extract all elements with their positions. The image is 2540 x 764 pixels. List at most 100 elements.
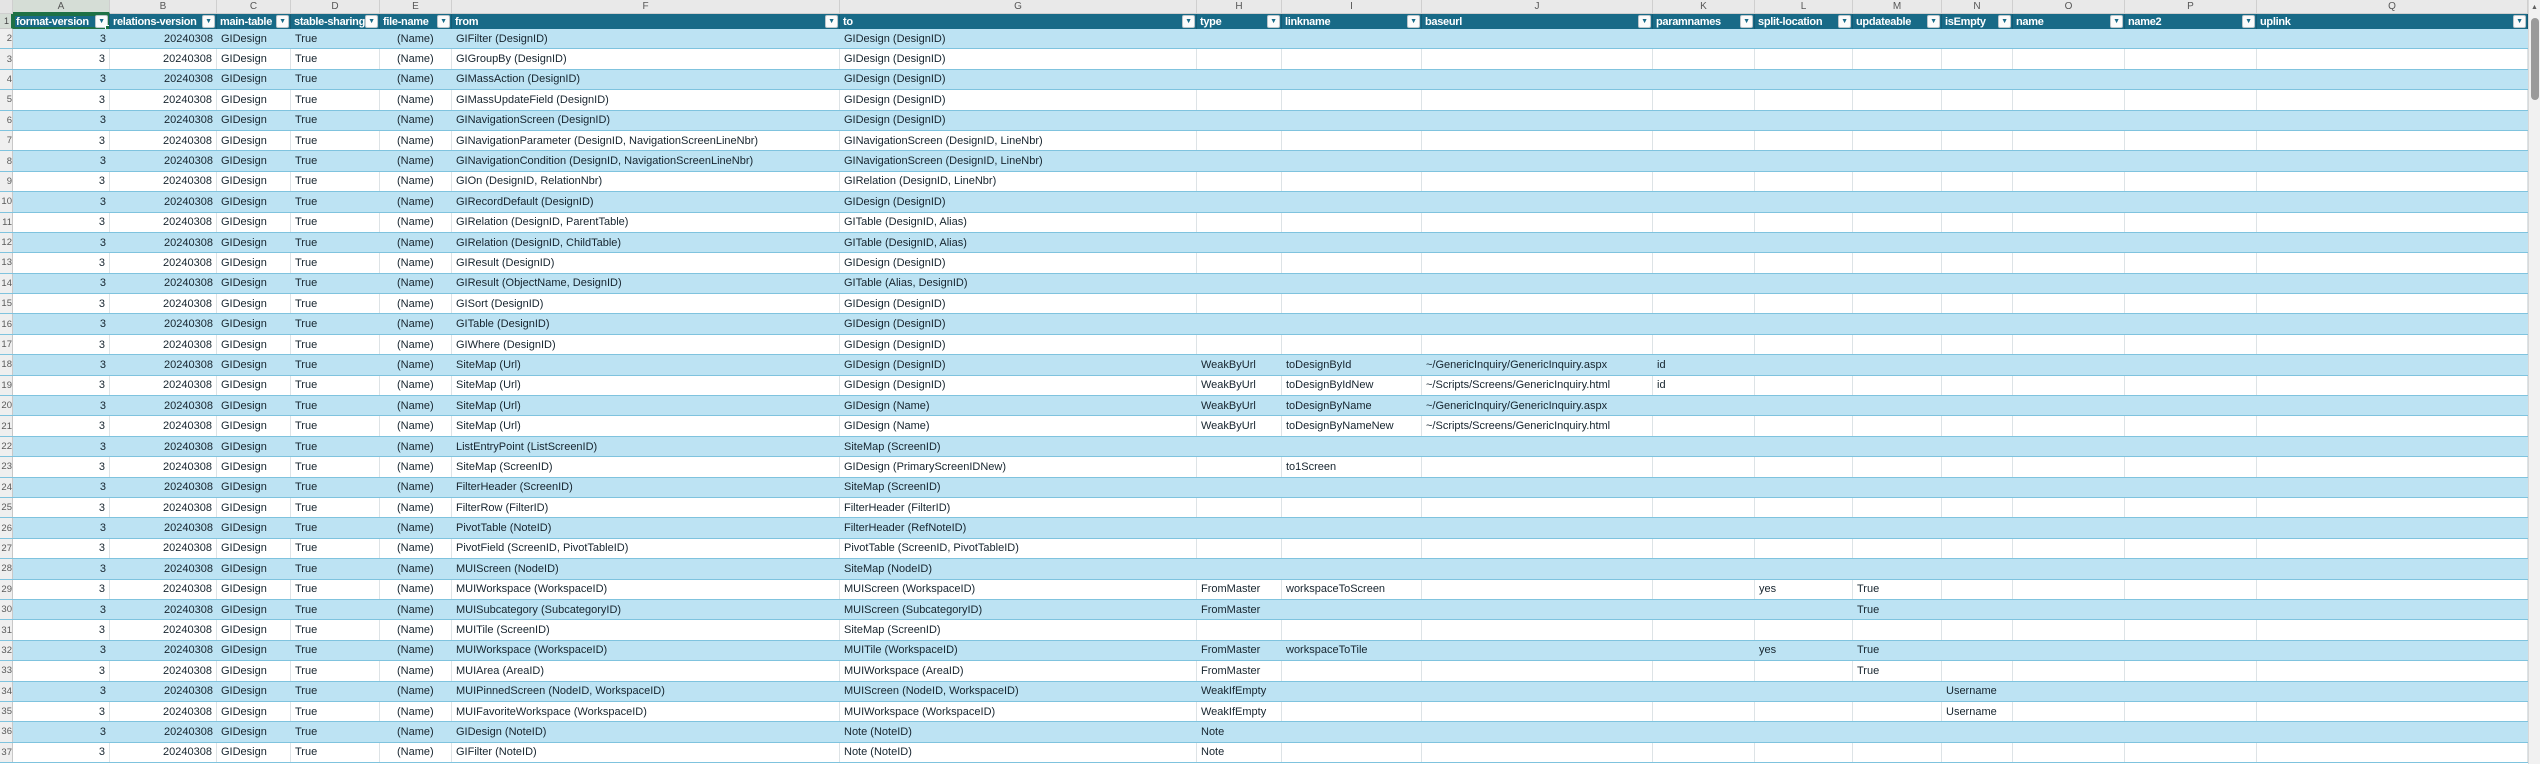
cell-stable-sharing[interactable]: True	[295, 562, 318, 575]
cell-relations-version[interactable]: 20240308	[164, 32, 213, 45]
cell-type[interactable]	[1197, 334, 1282, 355]
cell-name[interactable]	[2013, 538, 2125, 559]
cell-main-table[interactable]: GIDesign	[217, 457, 291, 477]
cell-format-version[interactable]: 3	[13, 49, 110, 69]
cell-uplink[interactable]	[2257, 111, 2528, 130]
cell-linkname[interactable]	[1282, 742, 1422, 763]
cell-uplink[interactable]	[2257, 130, 2528, 151]
cell-is-empty[interactable]	[1942, 171, 2013, 192]
cell-from[interactable]: SiteMap (Url)	[452, 375, 840, 396]
filter-header-from[interactable]: from ▼	[452, 14, 840, 29]
cell-name[interactable]	[2013, 253, 2125, 273]
cell-baseurl[interactable]	[1422, 559, 1653, 578]
cell-main-table[interactable]: GIDesign	[217, 212, 291, 232]
cell-name2[interactable]	[2125, 518, 2257, 537]
cell-linkname[interactable]: toDesignByName	[1286, 399, 1372, 412]
filter-dropdown-icon[interactable]: ▼	[2110, 15, 2123, 28]
cell-type[interactable]	[1197, 29, 1282, 48]
cell-name[interactable]	[2013, 233, 2125, 252]
cell-baseurl[interactable]: ~/Scripts/Screens/GenericInquiry.html	[1422, 416, 1653, 436]
cell-file-name[interactable]: (Name)	[397, 236, 434, 249]
cell-split-location[interactable]	[1755, 722, 1853, 741]
cell-file-name[interactable]: (Name)	[380, 742, 452, 763]
cell-main-table[interactable]: GIDesign	[217, 620, 291, 640]
cell-type[interactable]	[1197, 437, 1282, 456]
cell-from[interactable]: GIMassUpdateField (DesignID)	[452, 90, 840, 110]
filter-header-format-version[interactable]: format-version ▼	[13, 14, 110, 29]
cell-linkname[interactable]	[1282, 29, 1422, 48]
filter-header-split-location[interactable]: split-location ▼	[1755, 14, 1853, 29]
cell-linkname[interactable]	[1282, 518, 1422, 537]
cell-is-empty[interactable]	[1942, 90, 2013, 110]
cell-uplink[interactable]	[2257, 396, 2528, 415]
cell-from[interactable]: FilterHeader (ScreenID)	[456, 481, 573, 494]
cell-from[interactable]: GIResult (ObjectName, DesignID)	[456, 277, 622, 290]
column-header-G[interactable]: G	[840, 0, 1197, 14]
cell-from[interactable]: GIOn (DesignID, RelationNbr)	[452, 171, 840, 192]
cell-to[interactable]: MUIScreen (WorkspaceID)	[840, 579, 1197, 599]
cell-name2[interactable]	[2125, 416, 2257, 436]
cell-linkname[interactable]: toDesignByNameNew	[1282, 416, 1422, 436]
filter-dropdown-icon[interactable]: ▼	[1998, 15, 2011, 28]
cell-main-table[interactable]: GIDesign	[217, 497, 291, 518]
cell-uplink[interactable]	[2257, 171, 2528, 192]
cell-from[interactable]: GIDesign (NoteID)	[456, 725, 547, 738]
row-header-17[interactable]: 17	[0, 334, 13, 355]
cell-main-table[interactable]: GIDesign	[221, 73, 267, 86]
filter-dropdown-icon[interactable]: ▼	[276, 15, 289, 28]
cell-updateable[interactable]	[1853, 559, 1942, 578]
cell-main-table[interactable]: GIDesign	[217, 742, 291, 763]
cell-uplink[interactable]	[2257, 253, 2528, 273]
cell-uplink[interactable]	[2257, 212, 2528, 232]
row-header-34[interactable]: 34	[0, 681, 13, 701]
cell-main-table[interactable]: GIDesign	[217, 375, 291, 396]
cell-paramnames[interactable]	[1653, 437, 1755, 456]
cell-stable-sharing[interactable]: True	[295, 277, 318, 290]
cell-paramnames[interactable]	[1653, 559, 1755, 578]
cell-name[interactable]	[2013, 355, 2125, 374]
cell-split-location[interactable]: yes	[1755, 579, 1853, 599]
cell-updateable[interactable]	[1853, 49, 1942, 69]
filter-dropdown-icon[interactable]: ▼	[1838, 15, 1851, 28]
cell-file-name[interactable]: (Name)	[380, 538, 452, 559]
cell-main-table[interactable]: GIDesign	[221, 440, 267, 453]
cell-format-version[interactable]: 3	[99, 440, 106, 453]
cell-main-table[interactable]: GIDesign	[217, 253, 291, 273]
cell-type[interactable]	[1197, 171, 1282, 192]
cell-relations-version[interactable]: 20240308	[110, 579, 217, 599]
cell-file-name[interactable]: (Name)	[397, 114, 434, 127]
cell-uplink[interactable]	[2257, 294, 2528, 314]
cell-paramnames[interactable]	[1653, 396, 1755, 415]
cell-from[interactable]: GISort (DesignID)	[452, 294, 840, 314]
cell-paramnames[interactable]	[1653, 742, 1755, 763]
cell-relations-version[interactable]: 20240308	[110, 497, 217, 518]
cell-file-name[interactable]: (Name)	[380, 457, 452, 477]
cell-updateable[interactable]	[1853, 212, 1942, 232]
cell-is-empty[interactable]	[1942, 497, 2013, 518]
cell-linkname[interactable]	[1282, 111, 1422, 130]
cell-type[interactable]	[1197, 70, 1282, 89]
cell-split-location[interactable]	[1755, 212, 1853, 232]
row-header-22[interactable]: 22	[0, 436, 13, 457]
row-header-26[interactable]: 26	[0, 518, 13, 538]
cell-name[interactable]	[2013, 314, 2125, 333]
cell-format-version[interactable]: 3	[13, 579, 110, 599]
cell-relations-version[interactable]: 20240308	[164, 358, 213, 371]
cell-split-location[interactable]	[1755, 192, 1853, 211]
cell-split-location[interactable]	[1755, 682, 1853, 701]
cell-main-table[interactable]: GIDesign	[217, 701, 291, 722]
cell-name2[interactable]	[2125, 90, 2257, 110]
cell-main-table[interactable]: GIDesign	[221, 685, 267, 698]
cell-split-location[interactable]	[1755, 90, 1853, 110]
cell-split-location[interactable]	[1755, 130, 1853, 151]
cell-from[interactable]: GIRecordDefault (DesignID)	[456, 195, 594, 208]
cell-uplink[interactable]	[2257, 274, 2528, 293]
filter-dropdown-icon[interactable]: ▼	[2242, 15, 2255, 28]
cell-updateable[interactable]	[1853, 274, 1942, 293]
cell-file-name[interactable]: (Name)	[380, 212, 452, 232]
cell-format-version[interactable]: 3	[13, 171, 110, 192]
cell-baseurl[interactable]	[1422, 294, 1653, 314]
cell-format-version[interactable]: 3	[13, 294, 110, 314]
row-header-2[interactable]: 2	[0, 29, 13, 49]
cell-is-empty[interactable]	[1942, 742, 2013, 763]
